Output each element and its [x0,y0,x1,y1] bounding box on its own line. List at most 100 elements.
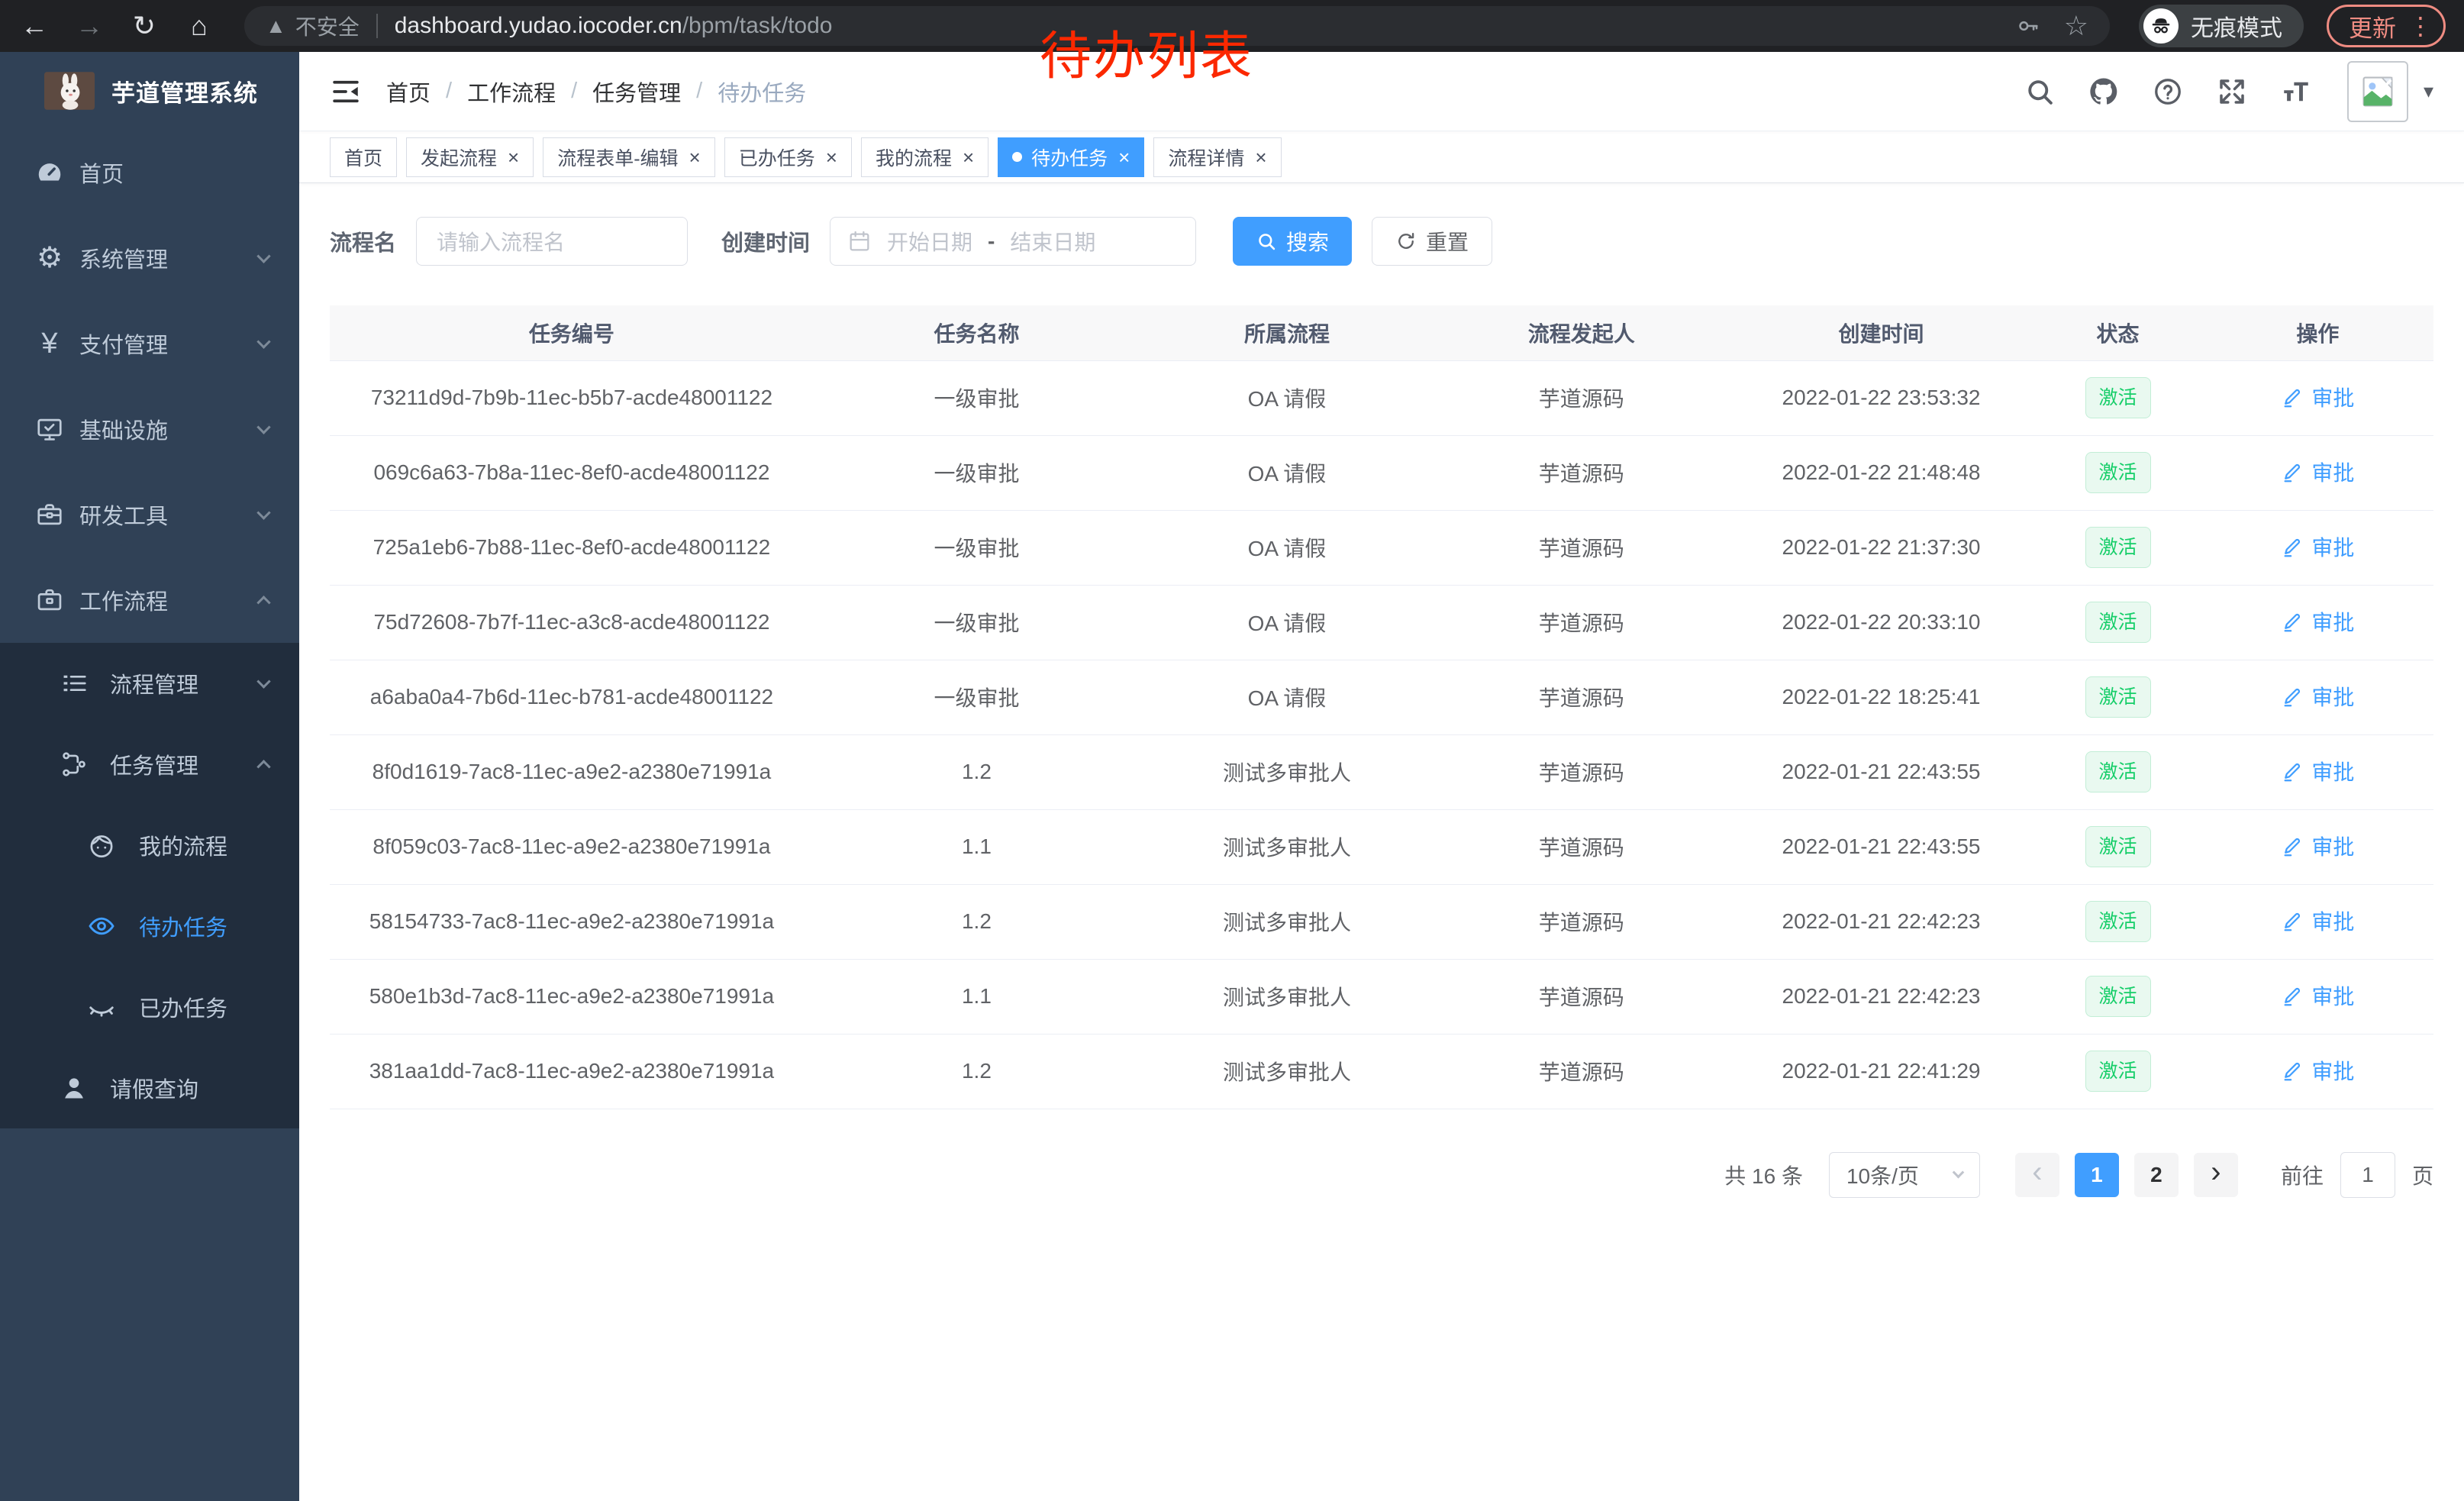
approve-link[interactable]: 审批 [2281,606,2354,637]
close-icon[interactable]: × [962,145,975,169]
cell-created: 2022-01-22 21:37:30 [1728,510,2034,586]
page-button-2[interactable]: 2 [2133,1152,2179,1197]
key-icon[interactable] [2015,13,2041,39]
approve-link[interactable]: 审批 [2281,681,2354,712]
approve-link[interactable]: 审批 [2281,756,2354,786]
tab-发起流程[interactable]: 发起流程 × [406,137,534,177]
status-badge: 激活 [2085,676,2151,718]
sidebar-item-infrastructure[interactable]: 基础设施 [0,386,299,472]
github-icon[interactable] [2088,76,2120,108]
sidebar-item-my-process[interactable]: 我的流程 [0,805,299,886]
star-icon[interactable]: ☆ [2063,10,2088,41]
fullscreen-icon[interactable] [2216,76,2248,108]
close-icon[interactable]: × [689,145,701,169]
table-row: 58154733-7ac8-11ec-a9e2-a2380e71991a 1.2 测… [330,884,2433,960]
cell-name: 一级审批 [813,660,1140,735]
approve-link[interactable]: 审批 [2281,382,2354,412]
prev-page-button[interactable]: ‹ [2014,1152,2059,1197]
table-row: 725a1eb6-7b88-11ec-8ef0-acde48001122 一级审批… [330,510,2433,586]
goto-page-input[interactable]: 1 [2340,1151,2395,1198]
breadcrumb-item[interactable]: 工作流程 [467,81,556,106]
font-size-icon[interactable] [2280,76,2312,108]
tab-我的流程[interactable]: 我的流程 × [860,137,989,177]
cell-id: 725a1eb6-7b88-11ec-8ef0-acde48001122 [330,510,814,586]
cell-action: 审批 [2201,959,2433,1035]
sidebar-item-process-management[interactable]: 流程管理 [0,643,299,724]
process-name-input[interactable]: 请输入流程名 [416,217,689,266]
search-button[interactable]: 搜索 [1233,217,1353,266]
list-tree-icon [60,669,89,698]
address-bar[interactable]: ▲ 不安全 dashboard.yudao.iocoder.cn /bpm/ta… [244,6,2110,46]
approve-link[interactable]: 审批 [2281,980,2354,1011]
browser-chrome: ← → ↻ ⌂ ▲ 不安全 dashboard.yudao.iocoder.cn… [0,0,2464,52]
face-icon [87,831,116,860]
chevron-up-icon [256,759,271,774]
breadcrumb-item[interactable]: 首页 [386,81,431,106]
date-range-picker[interactable]: 开始日期 - 结束日期 [830,217,1197,266]
sidebar-item-leave-query[interactable]: 请假查询 [0,1047,299,1128]
tab-首页[interactable]: 首页 [330,137,398,177]
tab-流程表单-编辑[interactable]: 流程表单-编辑 × [543,137,715,177]
chevron-up-icon [256,595,271,610]
search-icon [1256,231,1277,252]
tab-label: 我的流程 [875,147,952,169]
cell-action: 审批 [2201,360,2433,436]
incognito-badge[interactable]: 无痕模式 [2139,5,2304,47]
forward-icon[interactable]: → [76,10,103,41]
caret-down-icon[interactable]: ▾ [2423,79,2433,102]
sidebar-item-task-management[interactable]: 任务管理 [0,724,299,805]
avatar[interactable] [2346,60,2408,122]
sidebar-item-todo-tasks[interactable]: 待办任务 [0,886,299,967]
sidebar-item-label: 待办任务 [139,916,228,941]
cell-created: 2022-01-22 23:53:32 [1728,360,2034,436]
yen-icon: ¥ [41,328,58,360]
tab-已办任务[interactable]: 已办任务 × [724,137,852,177]
sidebar-item-payment-management[interactable]: ¥ 支付管理 [0,301,299,386]
approve-link[interactable]: 审批 [2281,457,2354,487]
close-icon[interactable]: × [1118,145,1130,169]
cell-id: 73211d9d-7b9b-11ec-b5b7-acde48001122 [330,360,814,436]
fold-icon[interactable] [330,76,362,108]
app-logo[interactable]: 芋道管理系统 [0,52,299,130]
home-icon[interactable]: ⌂ [191,10,208,41]
breadcrumb-item[interactable]: 任务管理 [592,81,682,106]
toolbox-icon [35,500,64,529]
sidebar-item-workflow[interactable]: 工作流程 [0,557,299,643]
approve-link[interactable]: 审批 [2281,1055,2354,1086]
approve-link[interactable]: 审批 [2281,905,2354,936]
briefcase-icon [35,586,64,615]
status-badge: 激活 [2085,602,2151,643]
status-badge: 激活 [2085,751,2151,792]
cell-action: 审批 [2201,809,2433,885]
reload-icon[interactable]: ↻ [132,10,156,41]
close-icon[interactable]: × [825,145,837,169]
sidebar-item-done-tasks[interactable]: 已办任务 [0,967,299,1047]
cell-action: 审批 [2201,1034,2433,1109]
calendar-icon [847,229,872,253]
back-icon[interactable]: ← [21,10,48,41]
sidebar-item-label: 系统管理 [79,248,169,273]
reset-button[interactable]: 重置 [1372,217,1493,266]
table-row: 381aa1dd-7ac8-11ec-a9e2-a2380e71991a 1.2 测… [330,1034,2433,1109]
close-icon[interactable]: × [1255,145,1267,169]
close-icon[interactable]: × [508,145,520,169]
help-icon[interactable] [2152,76,2184,108]
update-button[interactable]: 更新 ⋮ [2327,5,2446,47]
page-button-1[interactable]: 1 [2074,1152,2119,1197]
approve-link[interactable]: 审批 [2281,531,2354,562]
approve-link[interactable]: 审批 [2281,831,2354,861]
sidebar-item-system-management[interactable]: ⚙ 系统管理 [0,215,299,301]
tab-流程详情[interactable]: 流程详情 × [1153,137,1282,177]
sidebar-item-home[interactable]: 首页 [0,130,299,215]
warning-icon: ▲ [266,14,286,37]
kebab-menu-icon[interactable]: ⋮ [2408,12,2433,40]
next-page-button[interactable]: › [2193,1152,2238,1197]
search-icon[interactable] [2024,76,2056,108]
page-size-select[interactable]: 10条/页 [1828,1151,1980,1198]
tab-待办任务[interactable]: 待办任务 × [998,137,1145,177]
todo-table: 任务编号 任务名称 所属流程 流程发起人 创建时间 状态 操作 73211d9d-7b9b-… [330,305,2433,1109]
status-badge: 激活 [2085,826,2151,867]
logo-image [44,72,95,110]
security-label: 不安全 [295,15,360,39]
sidebar-item-dev-tools[interactable]: 研发工具 [0,472,299,557]
